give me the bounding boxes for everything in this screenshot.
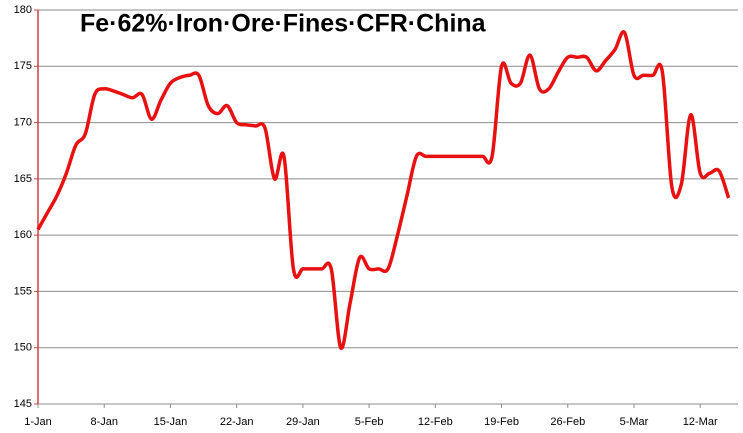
y-tick-label: 145 [14,398,32,410]
y-tick-label: 160 [14,229,32,241]
x-tick-label: 19-Feb [484,416,519,428]
y-tick-label: 165 [14,173,32,185]
price-line [36,30,731,350]
x-tick-label: 1-Jan [24,416,52,428]
chart-title: Fe·62%·Iron·Ore·Fines·CFR·China [80,10,487,38]
x-tick-label: 29-Jan [286,416,320,428]
y-tick-label: 155 [14,285,32,297]
x-tick-label: 12-Mar [683,416,718,428]
x-tick-label: 22-Jan [220,416,254,428]
x-tick-label: 26-Feb [550,416,585,428]
x-tick-label: 8-Jan [90,416,118,428]
y-tick-label: 175 [14,60,32,72]
y-tick-label: 150 [14,342,32,354]
y-tick-label: 180 [14,4,32,16]
x-tick-label: 15-Jan [154,416,188,428]
x-tick-label: 5-Feb [355,416,384,428]
x-tick-label: 5-Mar [620,416,649,428]
x-tick-label: 12-Feb [418,416,453,428]
y-tick-label: 170 [14,116,32,128]
